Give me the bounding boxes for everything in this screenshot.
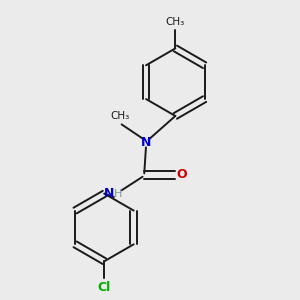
Text: H: H (114, 189, 122, 199)
Text: N: N (103, 187, 114, 200)
Text: Cl: Cl (98, 281, 111, 294)
Text: CH₃: CH₃ (110, 111, 130, 121)
Text: O: O (177, 168, 188, 181)
Text: N: N (141, 136, 151, 149)
Text: CH₃: CH₃ (166, 17, 185, 27)
